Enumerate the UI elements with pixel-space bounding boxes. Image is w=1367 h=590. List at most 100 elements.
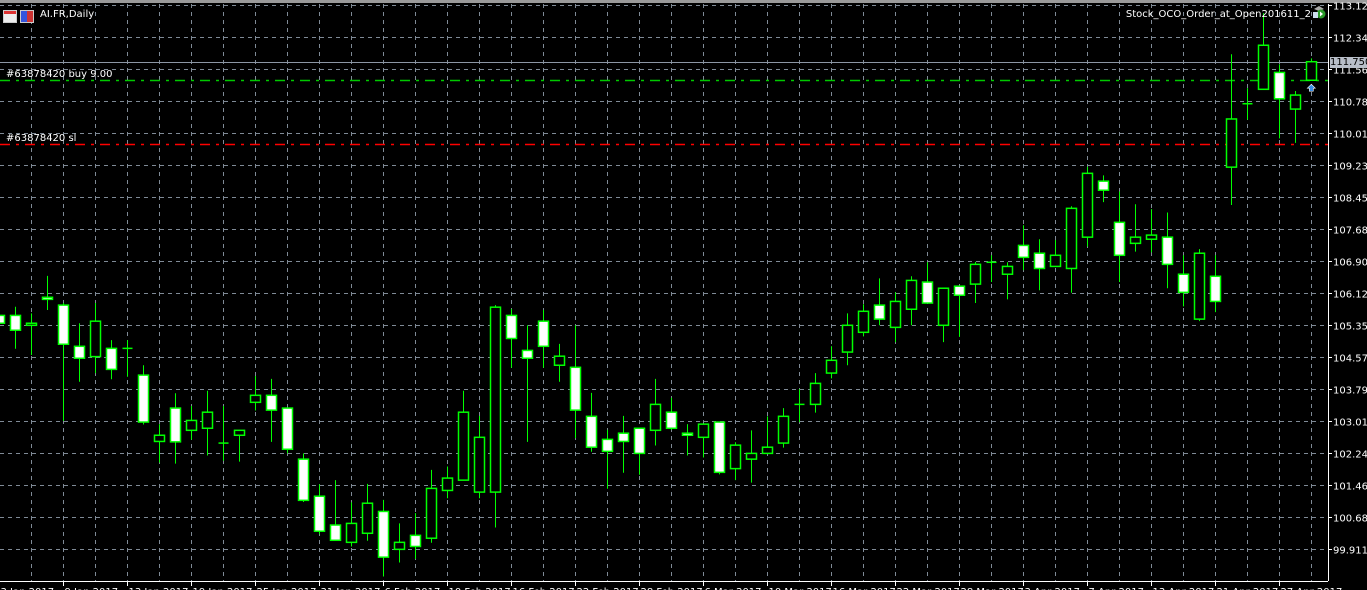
- expert-advisor-smiley-icon[interactable]: [1312, 5, 1326, 19]
- candle: [409, 513, 422, 559]
- candle-body-bear: [1113, 221, 1126, 257]
- candle-body-bear: [313, 495, 326, 532]
- candle: [777, 408, 790, 448]
- candle-body-bear: [1017, 244, 1030, 259]
- price-tick-label: 106.127: [1333, 290, 1367, 301]
- candle: [185, 406, 198, 440]
- candle-body-bull: [825, 359, 838, 374]
- candle: [1209, 255, 1222, 313]
- candle-body-bear: [681, 432, 694, 437]
- candle-body-bull: [473, 436, 486, 493]
- candle: [841, 313, 854, 366]
- candle: [73, 323, 86, 382]
- candle-body-bull: [393, 541, 406, 551]
- price-tick-label: 103.019: [1333, 418, 1367, 429]
- time-tick-label: 9 Jan 2017: [65, 587, 119, 590]
- candle-body-bull: [441, 477, 454, 492]
- candle-body-bear: [521, 349, 534, 359]
- price-tick-label: 113.120: [1333, 2, 1367, 13]
- candle-body-bull: [937, 287, 950, 327]
- candle: [457, 390, 470, 481]
- candle-body-bear: [537, 320, 550, 348]
- candle: [297, 453, 310, 502]
- candle-body-bear: [169, 407, 182, 443]
- candle: [569, 325, 582, 439]
- candle: [1017, 225, 1030, 271]
- candle: [585, 392, 598, 452]
- candle-body-bear: [585, 415, 598, 448]
- candle-body-bull: [1289, 94, 1302, 110]
- price-tick-label: 100.688: [1333, 514, 1367, 525]
- candle-body-bear: [617, 432, 630, 443]
- candle: [473, 415, 486, 499]
- candle: [25, 313, 38, 355]
- candle: [89, 303, 102, 374]
- time-tick-label: 10 Mar 2017: [769, 587, 832, 590]
- order-sl-label: #63878420 sl: [6, 133, 77, 144]
- time-tick-label: 13 Jan 2017: [129, 587, 189, 590]
- candle-body-bull: [777, 415, 790, 444]
- candle: [1081, 166, 1094, 247]
- candle-body-bear: [953, 285, 966, 296]
- candle: [713, 421, 726, 475]
- candle: [521, 325, 534, 442]
- candle-body-bull: [745, 452, 758, 460]
- candles: [0, 13, 1318, 577]
- time-tick-label: 22 Feb 2017: [577, 587, 639, 590]
- candle-body-bull: [185, 419, 198, 432]
- candle: [425, 469, 438, 543]
- candle: [393, 523, 406, 563]
- candle-body-bear: [409, 534, 422, 548]
- candle-body-bull: [425, 487, 438, 539]
- candle: [905, 276, 918, 326]
- price-tick-label: 110.789: [1333, 98, 1367, 109]
- price-tick-label: 101.465: [1333, 482, 1367, 493]
- candle-body-bull: [905, 279, 918, 310]
- candle: [937, 287, 950, 343]
- save-icon: [20, 10, 34, 23]
- candle: [57, 303, 70, 421]
- time-tick-label: 31 Jan 2017: [321, 587, 381, 590]
- candle: [41, 275, 54, 311]
- candle: [1161, 212, 1174, 289]
- candle-body-bull: [153, 434, 166, 443]
- candle: [1065, 206, 1078, 293]
- candle: [105, 340, 118, 380]
- candle-body-bear: [41, 296, 54, 301]
- candle: [361, 483, 374, 541]
- candle: [1257, 13, 1270, 91]
- candle-body-bear: [9, 314, 22, 331]
- candle-body-bear: [297, 458, 310, 502]
- candle-body-bull: [249, 394, 262, 404]
- candle: [1177, 255, 1190, 307]
- price-tick-label: 112.343: [1333, 34, 1367, 45]
- candle-body-bear: [505, 314, 518, 340]
- candle: [281, 407, 294, 454]
- candle-body-bull: [25, 322, 38, 327]
- time-tick-label: 13 Apr 2017: [1153, 587, 1215, 590]
- candle-body-bull: [1193, 252, 1206, 320]
- candle: [889, 292, 902, 343]
- price-tick-label: 111.566: [1333, 66, 1367, 77]
- candle: [1033, 239, 1046, 291]
- candle: [0, 314, 6, 324]
- candle: [761, 416, 774, 455]
- candle-body-bull: [1065, 207, 1078, 270]
- candle: [1242, 88, 1253, 120]
- candle-body-bull: [649, 403, 662, 432]
- expert-advisor-name[interactable]: Stock_OCO_Order_at_Open201611_2: [1125, 9, 1311, 20]
- candle: [169, 393, 182, 464]
- candle: [873, 278, 886, 326]
- candle: [794, 389, 805, 423]
- candle-body-bull: [489, 306, 502, 493]
- price-tick-label: 110.012: [1333, 130, 1367, 141]
- candle: [1305, 58, 1318, 82]
- candle-body-bear: [73, 345, 86, 359]
- candle-body-bull: [761, 446, 774, 455]
- candle: [1129, 204, 1142, 252]
- candle: [1097, 175, 1110, 203]
- candle: [1145, 209, 1158, 253]
- candle-body-bear: [329, 524, 342, 542]
